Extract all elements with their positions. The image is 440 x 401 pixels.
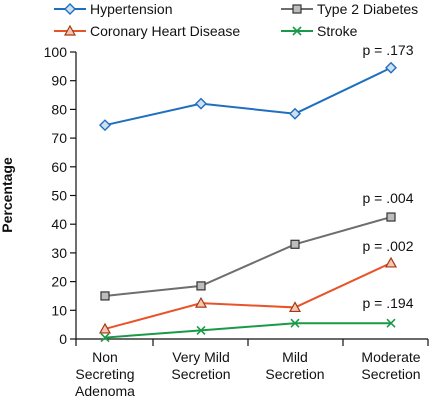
series-3	[100, 318, 396, 343]
p-value-annotation: p = .002	[363, 238, 414, 254]
y-tick-label: 90	[51, 73, 67, 89]
x-tick-label: Mild Secretion	[265, 349, 324, 382]
data-point	[385, 61, 397, 74]
x-tick-label: Non Secreting Adenoma	[75, 349, 135, 399]
y-tick-label: 40	[51, 216, 67, 232]
y-tick-label: 20	[51, 274, 67, 290]
series-group	[98, 61, 398, 343]
x-tick-label: Moderate Secretion	[361, 349, 420, 382]
p-value-annotation: p = .194	[363, 295, 414, 311]
series-2	[98, 256, 398, 334]
series-1	[100, 212, 396, 301]
p-value-annotation: p = .004	[363, 190, 414, 206]
series-0	[99, 61, 397, 132]
data-point	[386, 212, 396, 222]
series-line	[104, 66, 392, 127]
data-point	[196, 325, 206, 335]
y-axis-label: Percentage	[0, 157, 15, 233]
x-tick-labels: Non Secreting Adenoma Very Mild Secretion Mil…	[75, 349, 421, 399]
data-point	[99, 119, 111, 132]
legend-item: Type 2 Diabetes	[281, 1, 418, 17]
data-point	[98, 322, 112, 334]
y-tick-labels: 0 10 20 30 40 50 60 70 80 90 100	[44, 44, 68, 347]
y-tick-label: 100	[44, 44, 68, 60]
data-point	[290, 318, 300, 328]
data-point	[386, 318, 396, 328]
data-point	[64, 3, 76, 15]
data-point	[384, 256, 398, 268]
data-point	[290, 239, 300, 249]
legend-label: Hypertension	[90, 1, 173, 17]
y-tick-label: 10	[51, 302, 67, 318]
y-tick-label: 70	[51, 130, 67, 146]
annotations: p = .173 p = .004 p = .002 p = .194	[363, 42, 414, 311]
data-point	[63, 24, 77, 36]
data-point	[196, 281, 206, 291]
series-line	[104, 262, 392, 330]
legend-item: Stroke	[281, 23, 358, 39]
legend-label: Coronary Heart Disease	[90, 23, 240, 39]
data-point	[100, 332, 110, 343]
data-point	[289, 107, 301, 120]
y-tick-label: 60	[51, 159, 67, 175]
legend-item: Coronary Heart Disease	[54, 23, 240, 39]
y-tick-label: 30	[51, 245, 67, 261]
legend-item: Hypertension	[54, 1, 173, 17]
y-tick-label: 80	[51, 101, 67, 117]
legend: Hypertension Type 2 Diabetes Coronary Hear…	[54, 1, 418, 39]
data-point	[194, 296, 208, 308]
x-tick-label: Very Mild Secretion	[171, 349, 230, 382]
y-tick-label: 50	[51, 188, 67, 204]
series-line	[104, 322, 391, 339]
data-point	[195, 97, 207, 110]
series-line	[104, 216, 392, 297]
axes	[70, 51, 429, 346]
legend-label: Type 2 Diabetes	[317, 1, 418, 17]
data-point	[288, 301, 302, 313]
p-value-annotation: p = .173	[363, 42, 414, 58]
legend-label: Stroke	[317, 23, 358, 39]
data-point	[292, 4, 302, 14]
data-point	[100, 291, 110, 301]
data-point	[292, 26, 302, 36]
y-tick-label: 0	[59, 331, 67, 347]
